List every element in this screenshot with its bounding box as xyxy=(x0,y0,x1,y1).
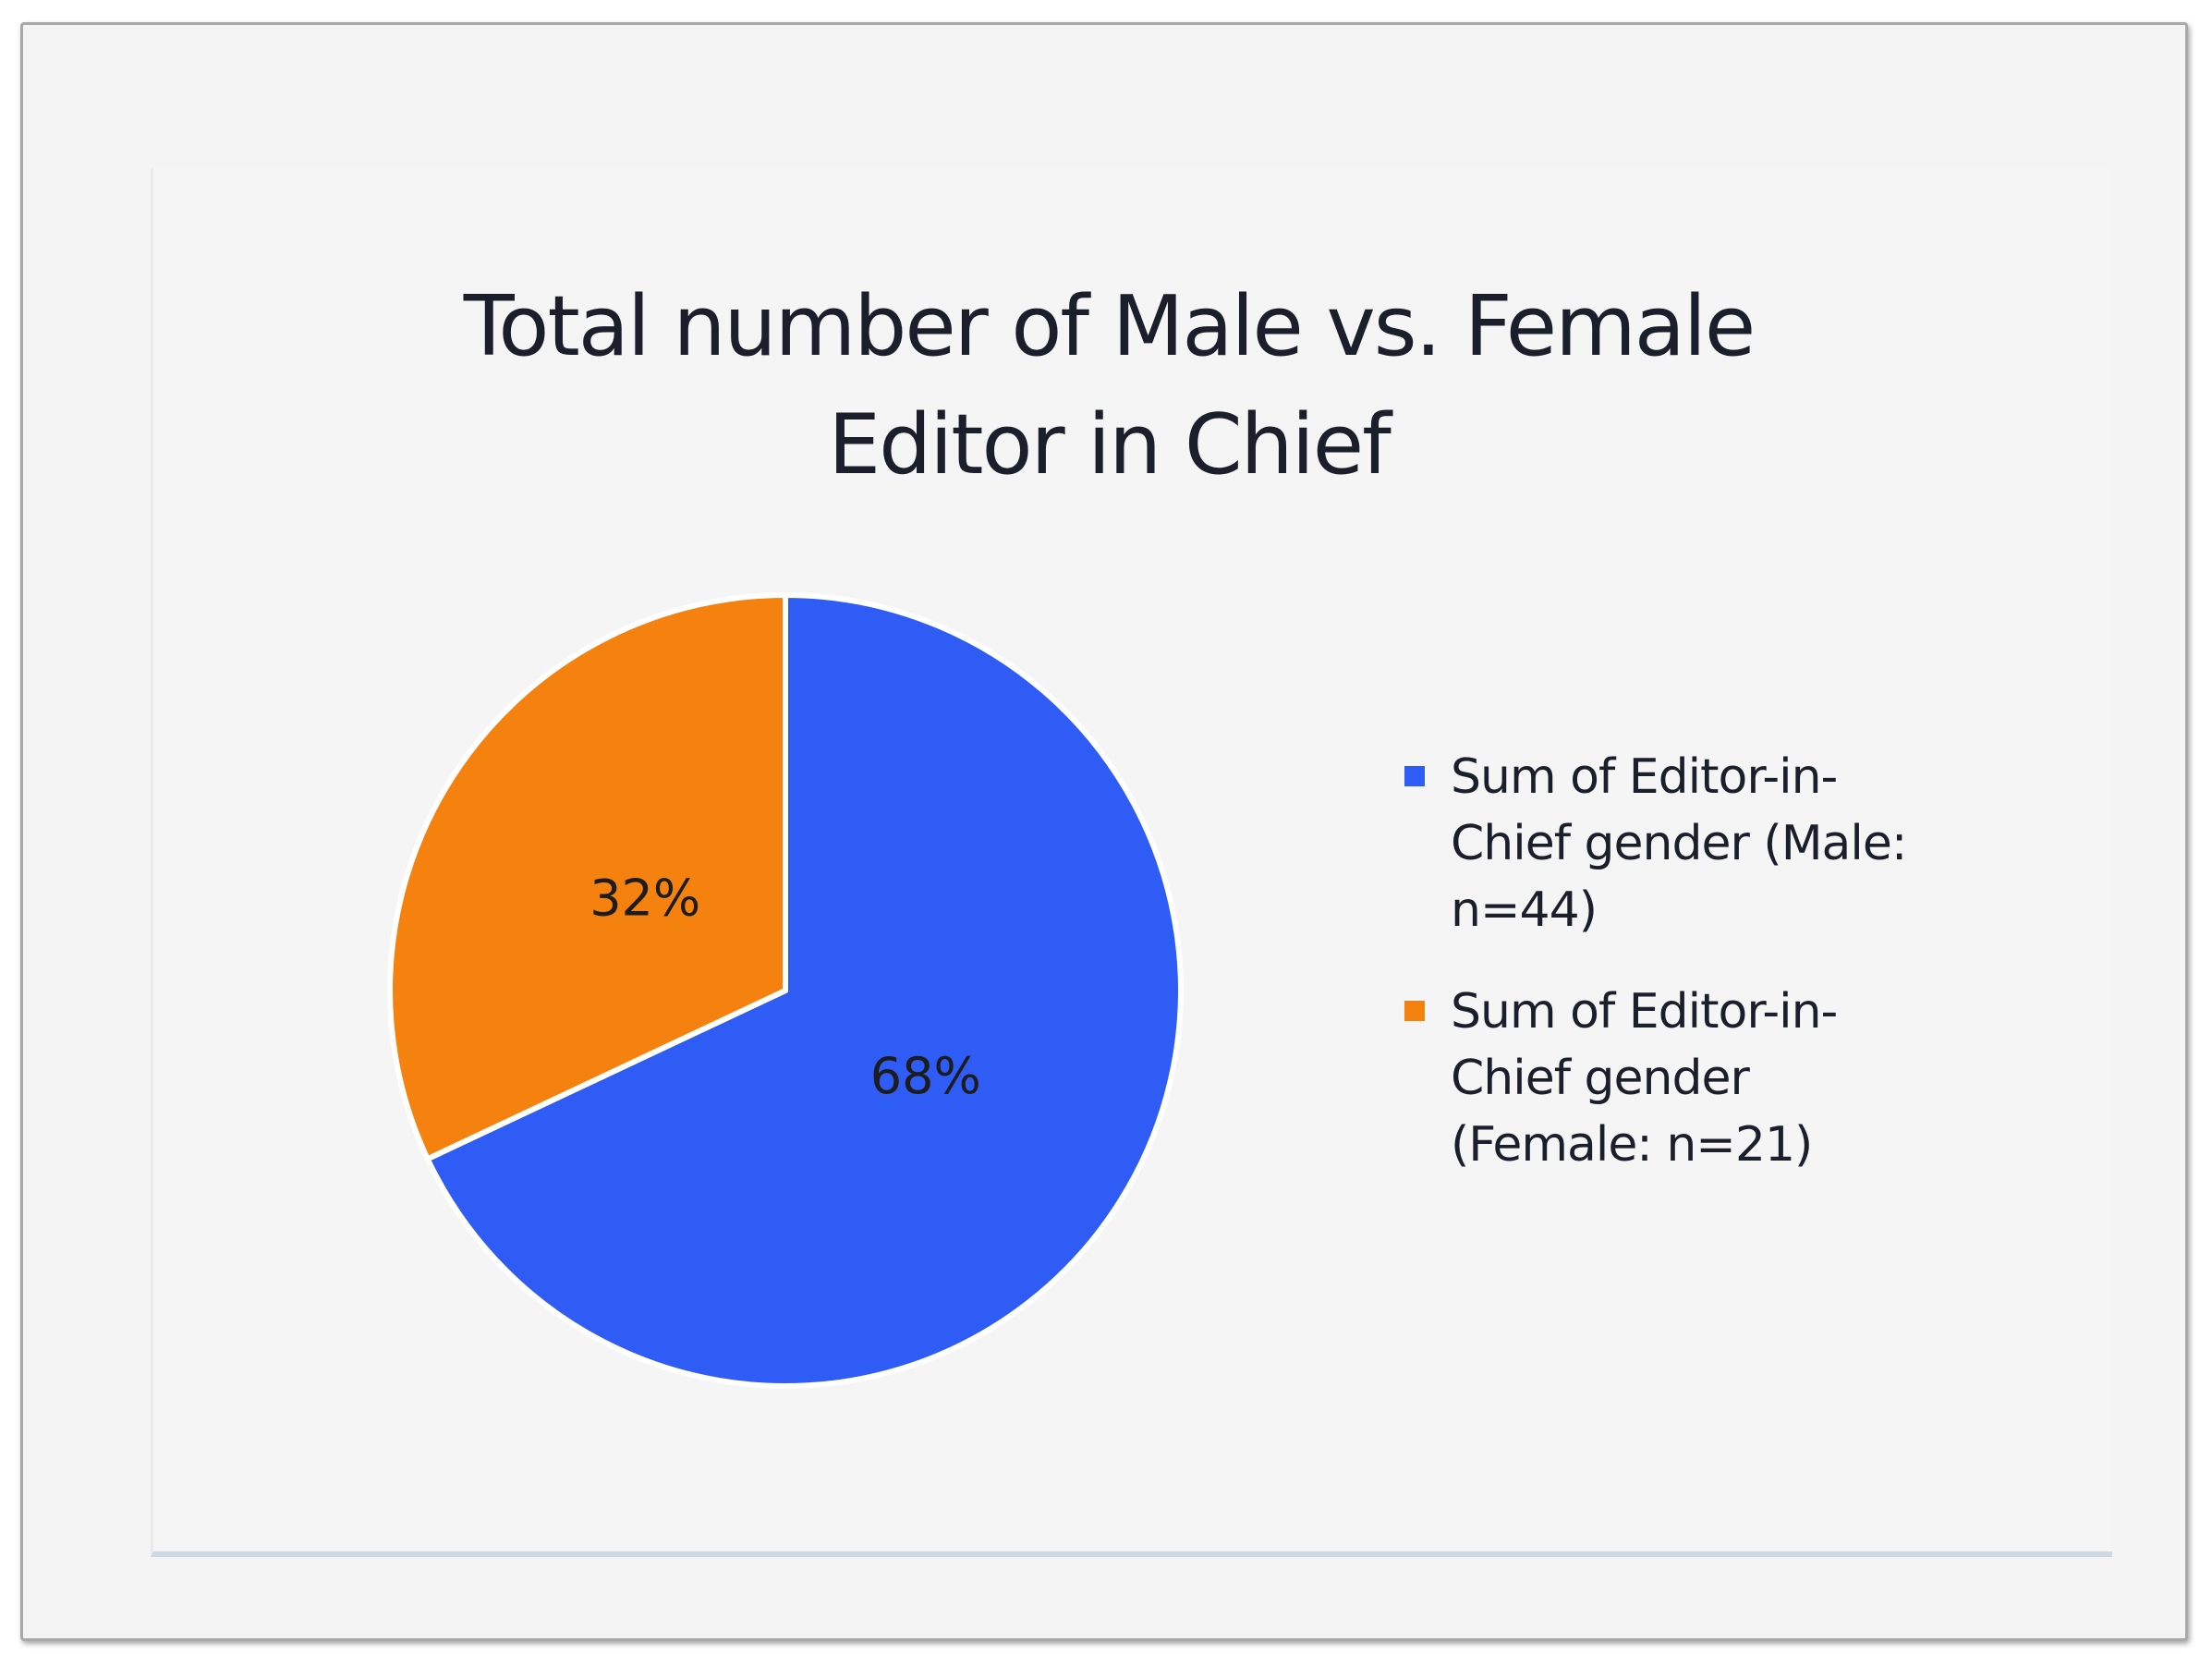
pie-slices xyxy=(387,592,1184,1389)
pie-slice-male xyxy=(424,592,1184,1389)
legend-label-female: Sum of Editor-in- Chief gender (Female: … xyxy=(1451,984,1838,1173)
legend-swatch-male xyxy=(1404,766,1425,786)
legend-item-female: Sum of Editor-in- Chief gender (Female: … xyxy=(1404,979,2033,1178)
pie-slice-label-female: 32% xyxy=(589,869,700,927)
pie-slice-female xyxy=(387,592,788,1162)
chart-frame xyxy=(20,22,2188,1641)
legend: Sum of Editor-in- Chief gender (Male: n=… xyxy=(1404,744,2033,1213)
legend-swatch-female xyxy=(1404,1001,1425,1021)
legend-item-male: Sum of Editor-in- Chief gender (Male: n=… xyxy=(1404,744,2033,943)
legend-label-male: Sum of Editor-in- Chief gender (Male: n=… xyxy=(1451,749,1907,938)
pie-slice-label-male: 68% xyxy=(870,1047,981,1105)
pie-labels: 68% 32% xyxy=(589,869,981,1105)
chart-title: Total number of Male vs. Female Editor i… xyxy=(463,278,1756,493)
